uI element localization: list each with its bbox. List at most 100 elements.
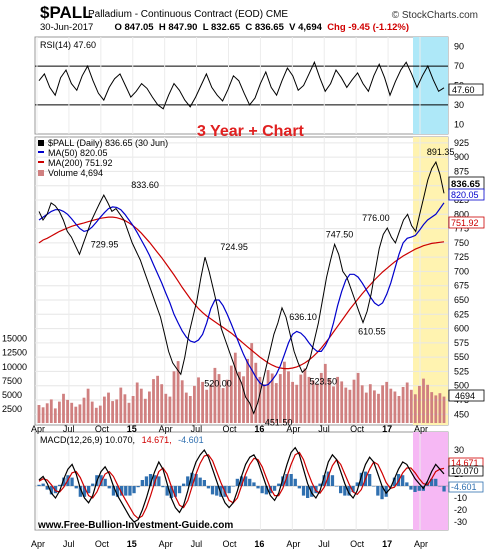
volume-bar [49, 399, 53, 423]
macd-hist-last-box [448, 481, 484, 493]
macd-histogram-bar [78, 486, 82, 497]
volume-bar [360, 385, 364, 423]
date-label: 30-Jun-2017 [40, 22, 94, 33]
macd-histogram-bar [124, 486, 128, 496]
volume-bar [176, 361, 180, 423]
volume-bar [70, 402, 74, 424]
volume-bar [62, 393, 65, 424]
macd-histogram-bar [140, 480, 144, 486]
volume-bar [413, 394, 417, 423]
macd-histogram-bar [239, 476, 244, 486]
price-y-tick-10: 675 [454, 281, 469, 291]
macd-histogram-bar [194, 474, 198, 486]
volume-bar [103, 396, 106, 423]
macd-histogram-bar [45, 486, 49, 490]
close-label: C 836.65 [245, 22, 284, 33]
macd-histogram-bar [41, 483, 45, 486]
macd-histogram-bar [405, 482, 409, 486]
macd-histogram-bar [388, 486, 392, 487]
volume-bar [111, 401, 114, 423]
macd-histogram-bar [256, 486, 260, 489]
macd-y-tick-5: -20 [454, 505, 467, 515]
volume-bar [315, 384, 319, 423]
price-y-tick-15: 550 [454, 352, 469, 362]
price-y-tick-5: 800 [454, 209, 469, 219]
macd-histogram-bar [301, 486, 306, 496]
volume-bar [438, 393, 442, 423]
rsi-y-tick-1: 70 [454, 61, 464, 71]
volume-bar [119, 387, 123, 423]
volume-bar [213, 367, 217, 423]
macd-histogram-bar [372, 486, 376, 487]
volume-bar [98, 405, 102, 423]
x-tick-bottom-11: 17 [382, 539, 392, 549]
volume-bar [86, 388, 90, 423]
volume-bar [78, 404, 82, 423]
macd-histogram-bar [161, 486, 165, 488]
macd-histogram-bar [87, 486, 91, 494]
x-tick-bottom-1: Jul [63, 539, 75, 549]
rsi-y-tick-3: 30 [454, 100, 464, 110]
x-tick-bottom-7: 16 [254, 539, 264, 549]
volume-bar [332, 386, 335, 423]
volume-bar [364, 392, 368, 423]
x-tick-bottom-9: Jul [318, 539, 330, 549]
macd-histogram-bar [368, 474, 372, 486]
macd-histogram-bar [91, 483, 95, 486]
macd-histogram-bar [297, 486, 301, 489]
volume-bar [66, 399, 69, 423]
macd-histogram-bar [272, 486, 277, 491]
volume-bar [225, 379, 229, 423]
change-label: Chg -9.45 (-1.12%) [327, 22, 410, 33]
price-y-tick-1: 900 [454, 152, 469, 162]
macd-histogram-bar [210, 486, 215, 495]
macd-histogram-bar [165, 486, 169, 496]
volume-bar [303, 368, 307, 423]
volume-bar [160, 384, 164, 423]
macd-histogram-bar [148, 474, 153, 486]
macd-histogram-bar [219, 486, 223, 497]
ma50-last-box [448, 188, 485, 201]
x-tick-mid-0: Apr [31, 424, 45, 434]
macd-y-tick-0: 30 [454, 445, 464, 455]
price-data-label-10: 891.35 [427, 147, 455, 157]
x-tick-bottom-2: Oct [95, 539, 110, 549]
x-tick-bottom-10: Oct [350, 539, 365, 549]
price-legend-line-1: MA(50) 820.05 [48, 148, 108, 158]
volume-bar [197, 377, 200, 423]
macd-histogram-bar [289, 474, 293, 486]
price-y-tick-9: 700 [454, 266, 469, 276]
rsi-highlight [413, 37, 448, 134]
macd-histogram-bar [37, 484, 41, 486]
volume-bar [107, 392, 110, 423]
price-legend-line-3: Volume 4,694 [48, 168, 103, 178]
volume-bar [152, 379, 155, 423]
high-label: H 847.90 [158, 22, 198, 33]
price-panel: 9259008758508258007757507257006756506256… [2, 123, 485, 427]
ma50-last-value: 820.05 [451, 190, 479, 200]
x-tick-mid-4: Apr [159, 424, 173, 434]
volume-bar [180, 380, 184, 424]
volume-bar [311, 380, 315, 424]
volume-bar [143, 398, 147, 423]
volume-bar [393, 391, 397, 423]
macd-histogram-bar [438, 486, 442, 487]
rsi-last-value: 47.60 [452, 85, 475, 95]
volume-bar [401, 387, 405, 423]
volume-bar [397, 396, 401, 423]
volume-bar [90, 401, 94, 423]
macd-legend-part-1: 14.671, [142, 435, 172, 445]
macd-histogram-bar [434, 478, 438, 486]
price-y-tick-0: 925 [454, 138, 469, 148]
volume-bar [250, 343, 254, 423]
volume-bar [233, 352, 237, 423]
volume-last-box [448, 389, 485, 402]
x-tick-bottom-4: Apr [159, 539, 173, 549]
ohlc-line: 30-Jun-2017 O 847.05 H 847.90 L 832.65 C… [40, 22, 409, 33]
macd-histogram-bar [339, 486, 343, 494]
rsi-legend: RSI(14) 47.60 [40, 40, 96, 50]
volume-bar [41, 407, 45, 424]
volume-bar [356, 372, 360, 423]
